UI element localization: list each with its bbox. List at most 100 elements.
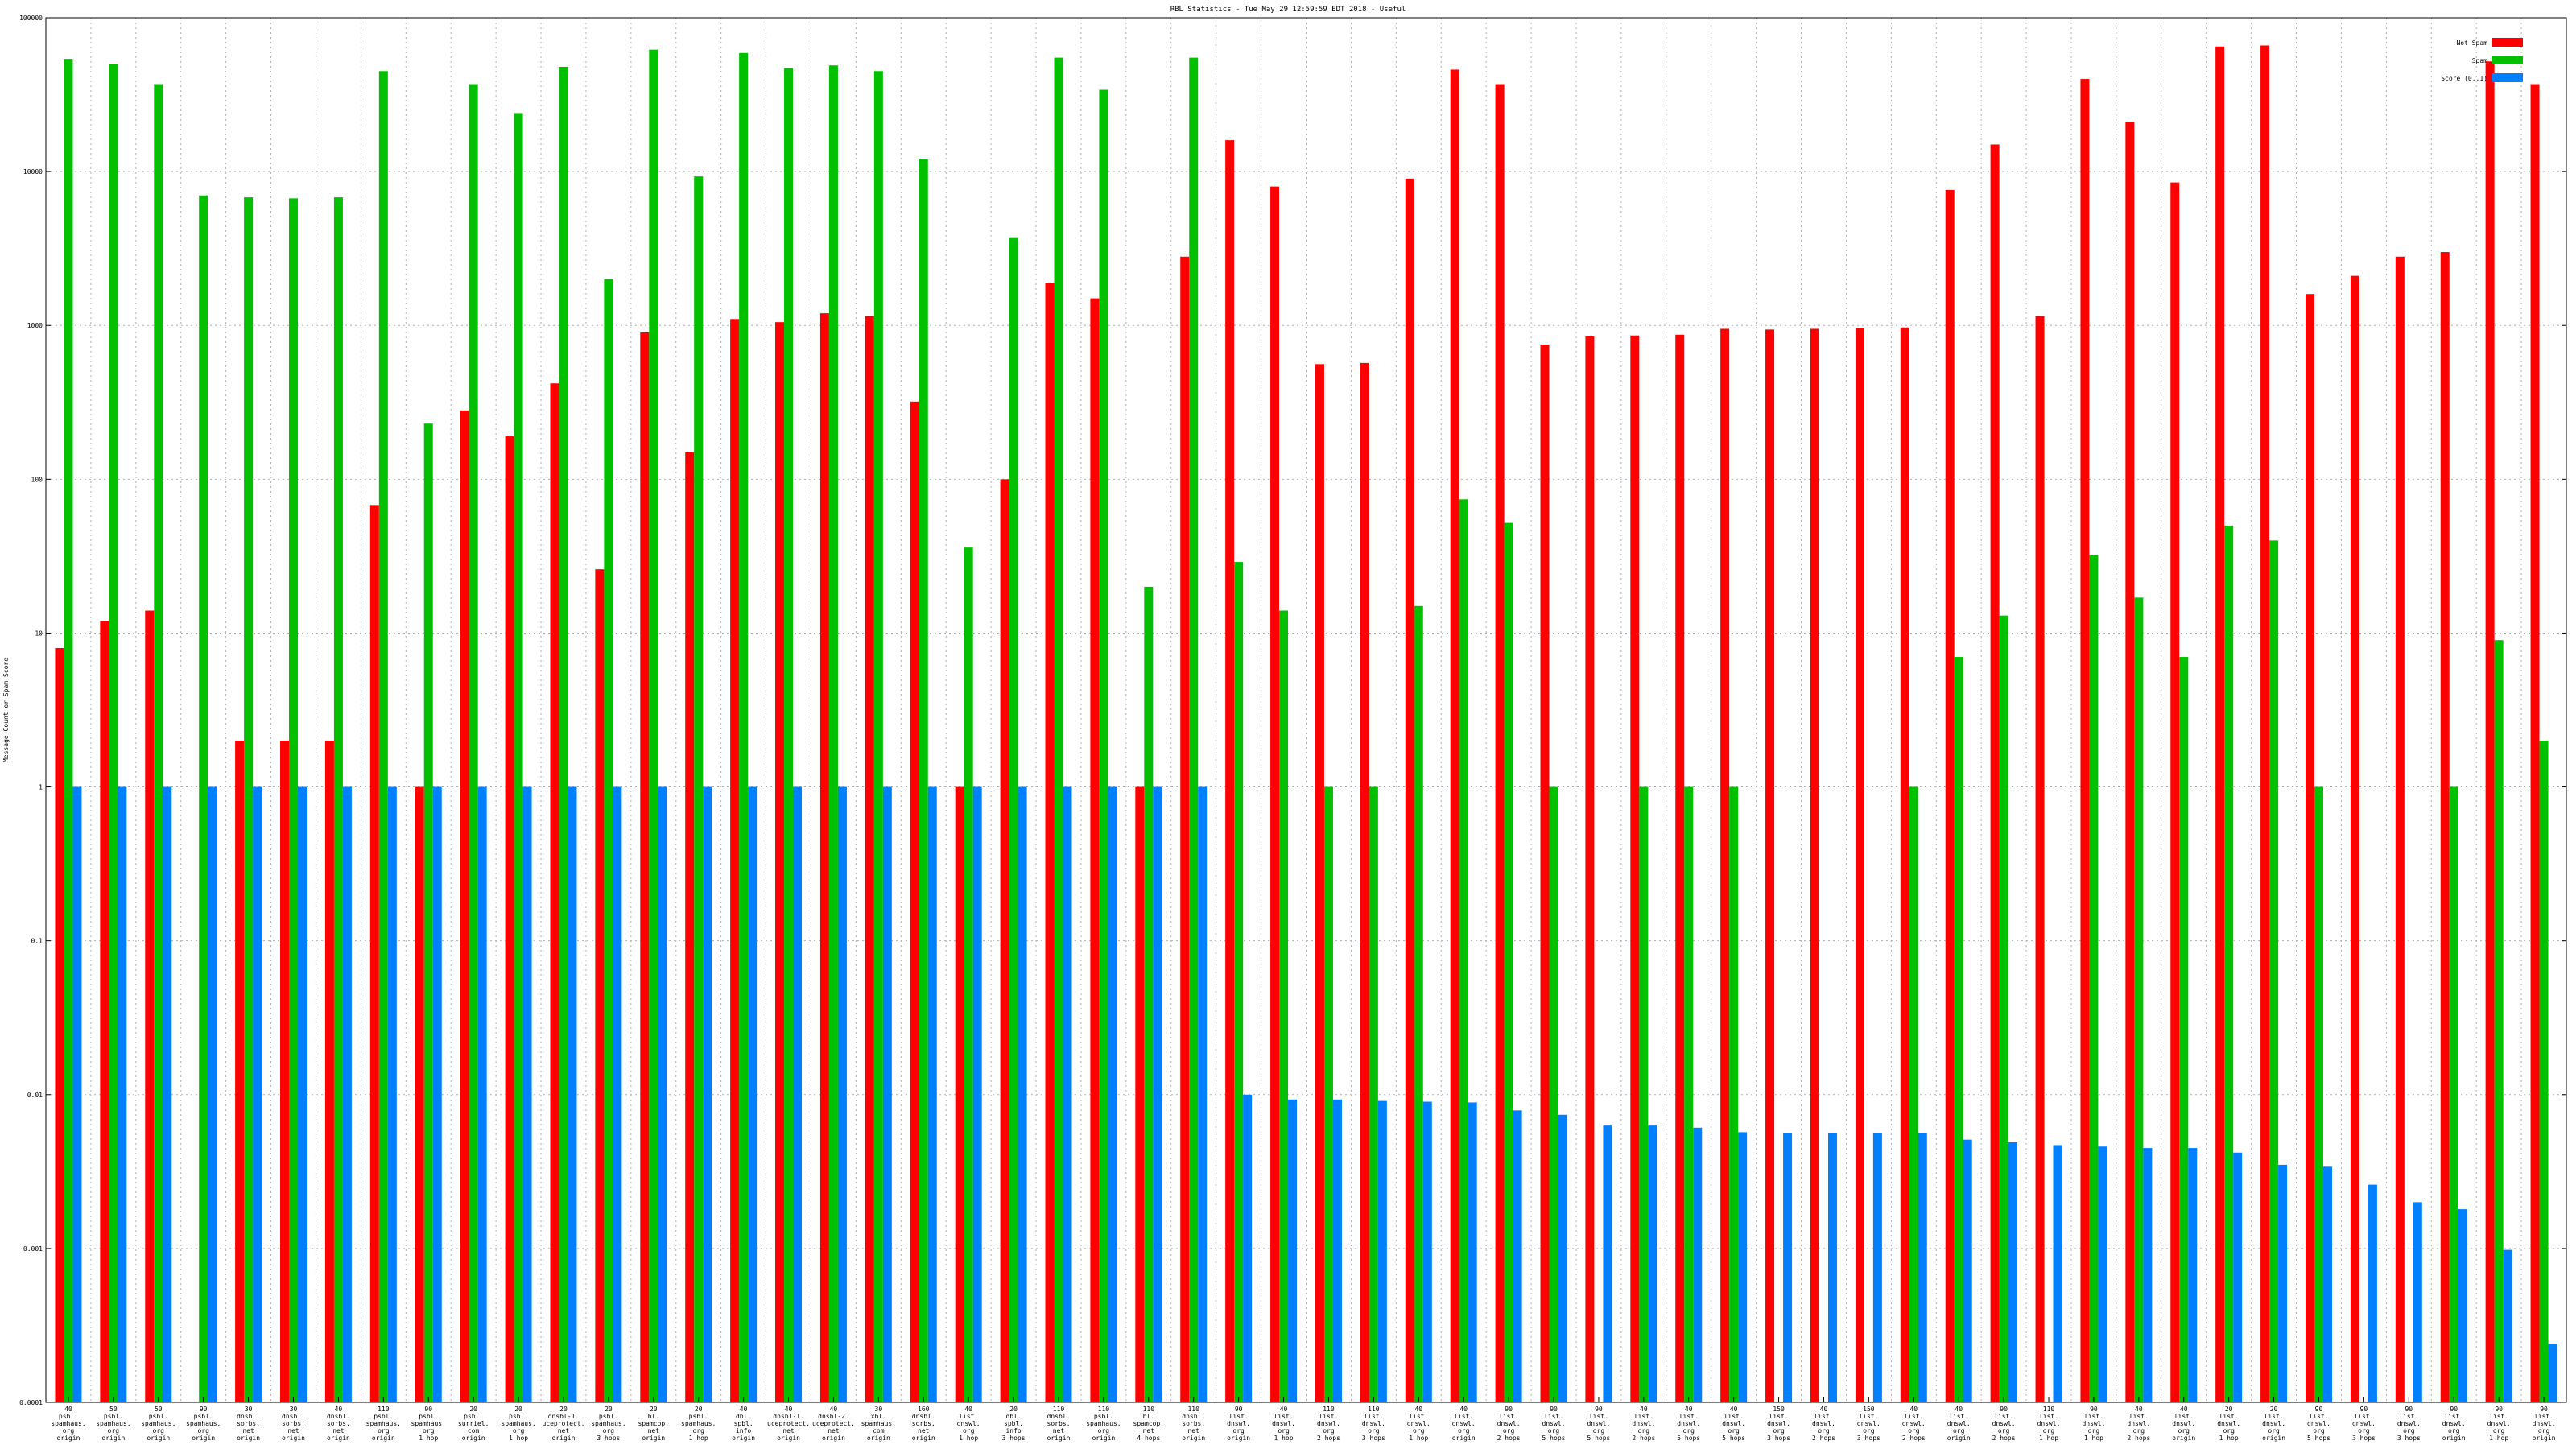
x-tick-label: 110 bl. spamcop. net 4 hops [1133, 1406, 1165, 1442]
x-tick-label: 90 list. dnswl. org 1 hop [2082, 1406, 2105, 1442]
bar-not-spam [460, 410, 469, 1402]
bar-spam [1729, 786, 1739, 1402]
bar-not-spam [55, 647, 64, 1402]
y-tick-label: 100 [31, 476, 43, 483]
bar-score-0-1 [1468, 1102, 1477, 1402]
bar-not-spam [955, 786, 964, 1402]
x-tick-label: 40 list. dnswl. org origin [1452, 1406, 1476, 1442]
x-tick-label: 110 psbl. spamhaus. org origin [1086, 1406, 1121, 1442]
ticks-layer: 0.0001 0.001 0.01 0.1 1 10 100 1000 10000 100000 [19, 14, 2566, 1406]
bar-not-spam [1720, 328, 1730, 1402]
bar-not-spam [1585, 336, 1595, 1402]
bar-score-0-1 [298, 786, 308, 1402]
bar-not-spam [2080, 79, 2090, 1402]
x-tick-label: 150 list. dnswl. org 3 hops [1767, 1406, 1790, 1442]
bar-not-spam [1045, 282, 1055, 1402]
bar-score-0-1 [703, 786, 712, 1402]
x-tick-label: 50 psbl. spamhaus. org origin [96, 1406, 130, 1442]
bar-spam [244, 197, 254, 1403]
bar-score-0-1 [1198, 786, 1208, 1402]
bar-spam [1954, 657, 1963, 1402]
bar-not-spam [1135, 786, 1145, 1402]
bar-spam [2494, 640, 2504, 1402]
bar-spam [828, 65, 838, 1402]
bar-not-spam [2260, 45, 2270, 1402]
bar-not-spam [730, 319, 740, 1402]
bar-spam [1234, 562, 1244, 1402]
legend-swatch [2492, 38, 2523, 47]
bar-spam [649, 49, 658, 1402]
bar-not-spam [2485, 61, 2495, 1403]
bar-score-0-1 [522, 786, 532, 1402]
bar-spam [694, 176, 704, 1402]
x-tick-label: 40 list. dnswl. org 2 hops [1902, 1406, 1926, 1442]
bar-score-0-1 [613, 786, 622, 1402]
bar-spam [1323, 786, 1333, 1402]
bar-score-0-1 [1603, 1125, 1612, 1402]
bar-score-0-1 [2053, 1145, 2062, 1402]
chart-title: RBL Statistics - Tue May 29 12:59:59 EDT… [1170, 6, 1406, 14]
x-tick-label: 90 list. dnswl. org 1 hop [2487, 1406, 2511, 1442]
bar-spam [2179, 657, 2189, 1402]
bar-score-0-1 [793, 786, 803, 1402]
bar-not-spam [685, 452, 695, 1402]
bar-not-spam [2125, 122, 2135, 1403]
bar-spam [919, 159, 928, 1402]
bar-spam [2089, 555, 2099, 1402]
x-tick-label: 20 psbl. spamhaus. org 1 hop [501, 1406, 535, 1442]
bar-not-spam [2215, 46, 2225, 1402]
x-tick-label: 40 dbl. spbl. info origin [732, 1406, 755, 1442]
bar-score-0-1 [208, 786, 217, 1402]
bar-not-spam [1945, 189, 1955, 1403]
x-tick-label: 20 list. dnswl. org 1 hop [2217, 1406, 2240, 1442]
bar-spam [1549, 786, 1558, 1402]
y-axis-label: Message Count or Spam Score [2, 658, 10, 762]
x-tick-label: 110 list. dnswl. org 2 hops [1317, 1406, 1340, 1442]
bar-not-spam [1315, 364, 1324, 1402]
legend-label: Score (0..1) [2441, 75, 2487, 82]
x-tick-label: 90 list. dnswl. org 2 hops [1992, 1406, 2016, 1442]
bar-score-0-1 [748, 786, 758, 1402]
bar-score-0-1 [2413, 1202, 2422, 1402]
bar-not-spam [1990, 144, 2000, 1402]
bar-score-0-1 [2233, 1152, 2243, 1402]
y-tick-label: 1000 [27, 322, 43, 329]
bar-spam [469, 84, 478, 1402]
bar-not-spam [1900, 327, 1909, 1403]
x-tick-label: 90 psbl. spamhaus. org origin [186, 1406, 221, 1442]
bar-score-0-1 [2143, 1148, 2153, 1402]
bar-score-0-1 [118, 786, 127, 1402]
bar-score-0-1 [2458, 1209, 2467, 1402]
bar-spam [1279, 610, 1289, 1402]
x-tick-label: 40 dnsbl-1. uceprotect. net origin [767, 1406, 810, 1442]
bar-not-spam [550, 383, 559, 1402]
bar-spam [1999, 615, 2008, 1402]
bar-score-0-1 [568, 786, 577, 1402]
bar-spam [2224, 525, 2234, 1402]
bar-spam [109, 64, 118, 1403]
bar-not-spam [2440, 252, 2450, 1402]
bar-not-spam [1000, 479, 1009, 1403]
bar-spam [1459, 499, 1468, 1402]
x-tick-label: 20 dbl. spbl. info 3 hops [1002, 1406, 1026, 1442]
bar-score-0-1 [1422, 1101, 1432, 1402]
bar-score-0-1 [2098, 1146, 2107, 1402]
bar-score-0-1 [1243, 1094, 1253, 1402]
x-tick-label: 40 list. dnswl. org origin [2172, 1406, 2195, 1442]
bar-not-spam [369, 505, 379, 1402]
bar-score-0-1 [882, 786, 892, 1402]
bar-score-0-1 [387, 786, 397, 1402]
bar-spam [2269, 540, 2279, 1403]
y-tick-label: 0.1 [31, 938, 43, 945]
x-tick-label: 40 list. dnswl. org 5 hops [1677, 1406, 1700, 1442]
bar-not-spam [1855, 328, 1864, 1403]
y-tick-label: 0.01 [27, 1092, 43, 1099]
bar-score-0-1 [1963, 1139, 1972, 1402]
bar-score-0-1 [1872, 1133, 1882, 1402]
bar-score-0-1 [163, 786, 172, 1402]
bar-not-spam [1495, 84, 1505, 1402]
x-tick-label: 110 list. dnswl. org 1 hop [2037, 1406, 2061, 1442]
bar-not-spam [1270, 186, 1280, 1402]
bar-spam [423, 423, 433, 1402]
bar-spam [64, 59, 73, 1402]
